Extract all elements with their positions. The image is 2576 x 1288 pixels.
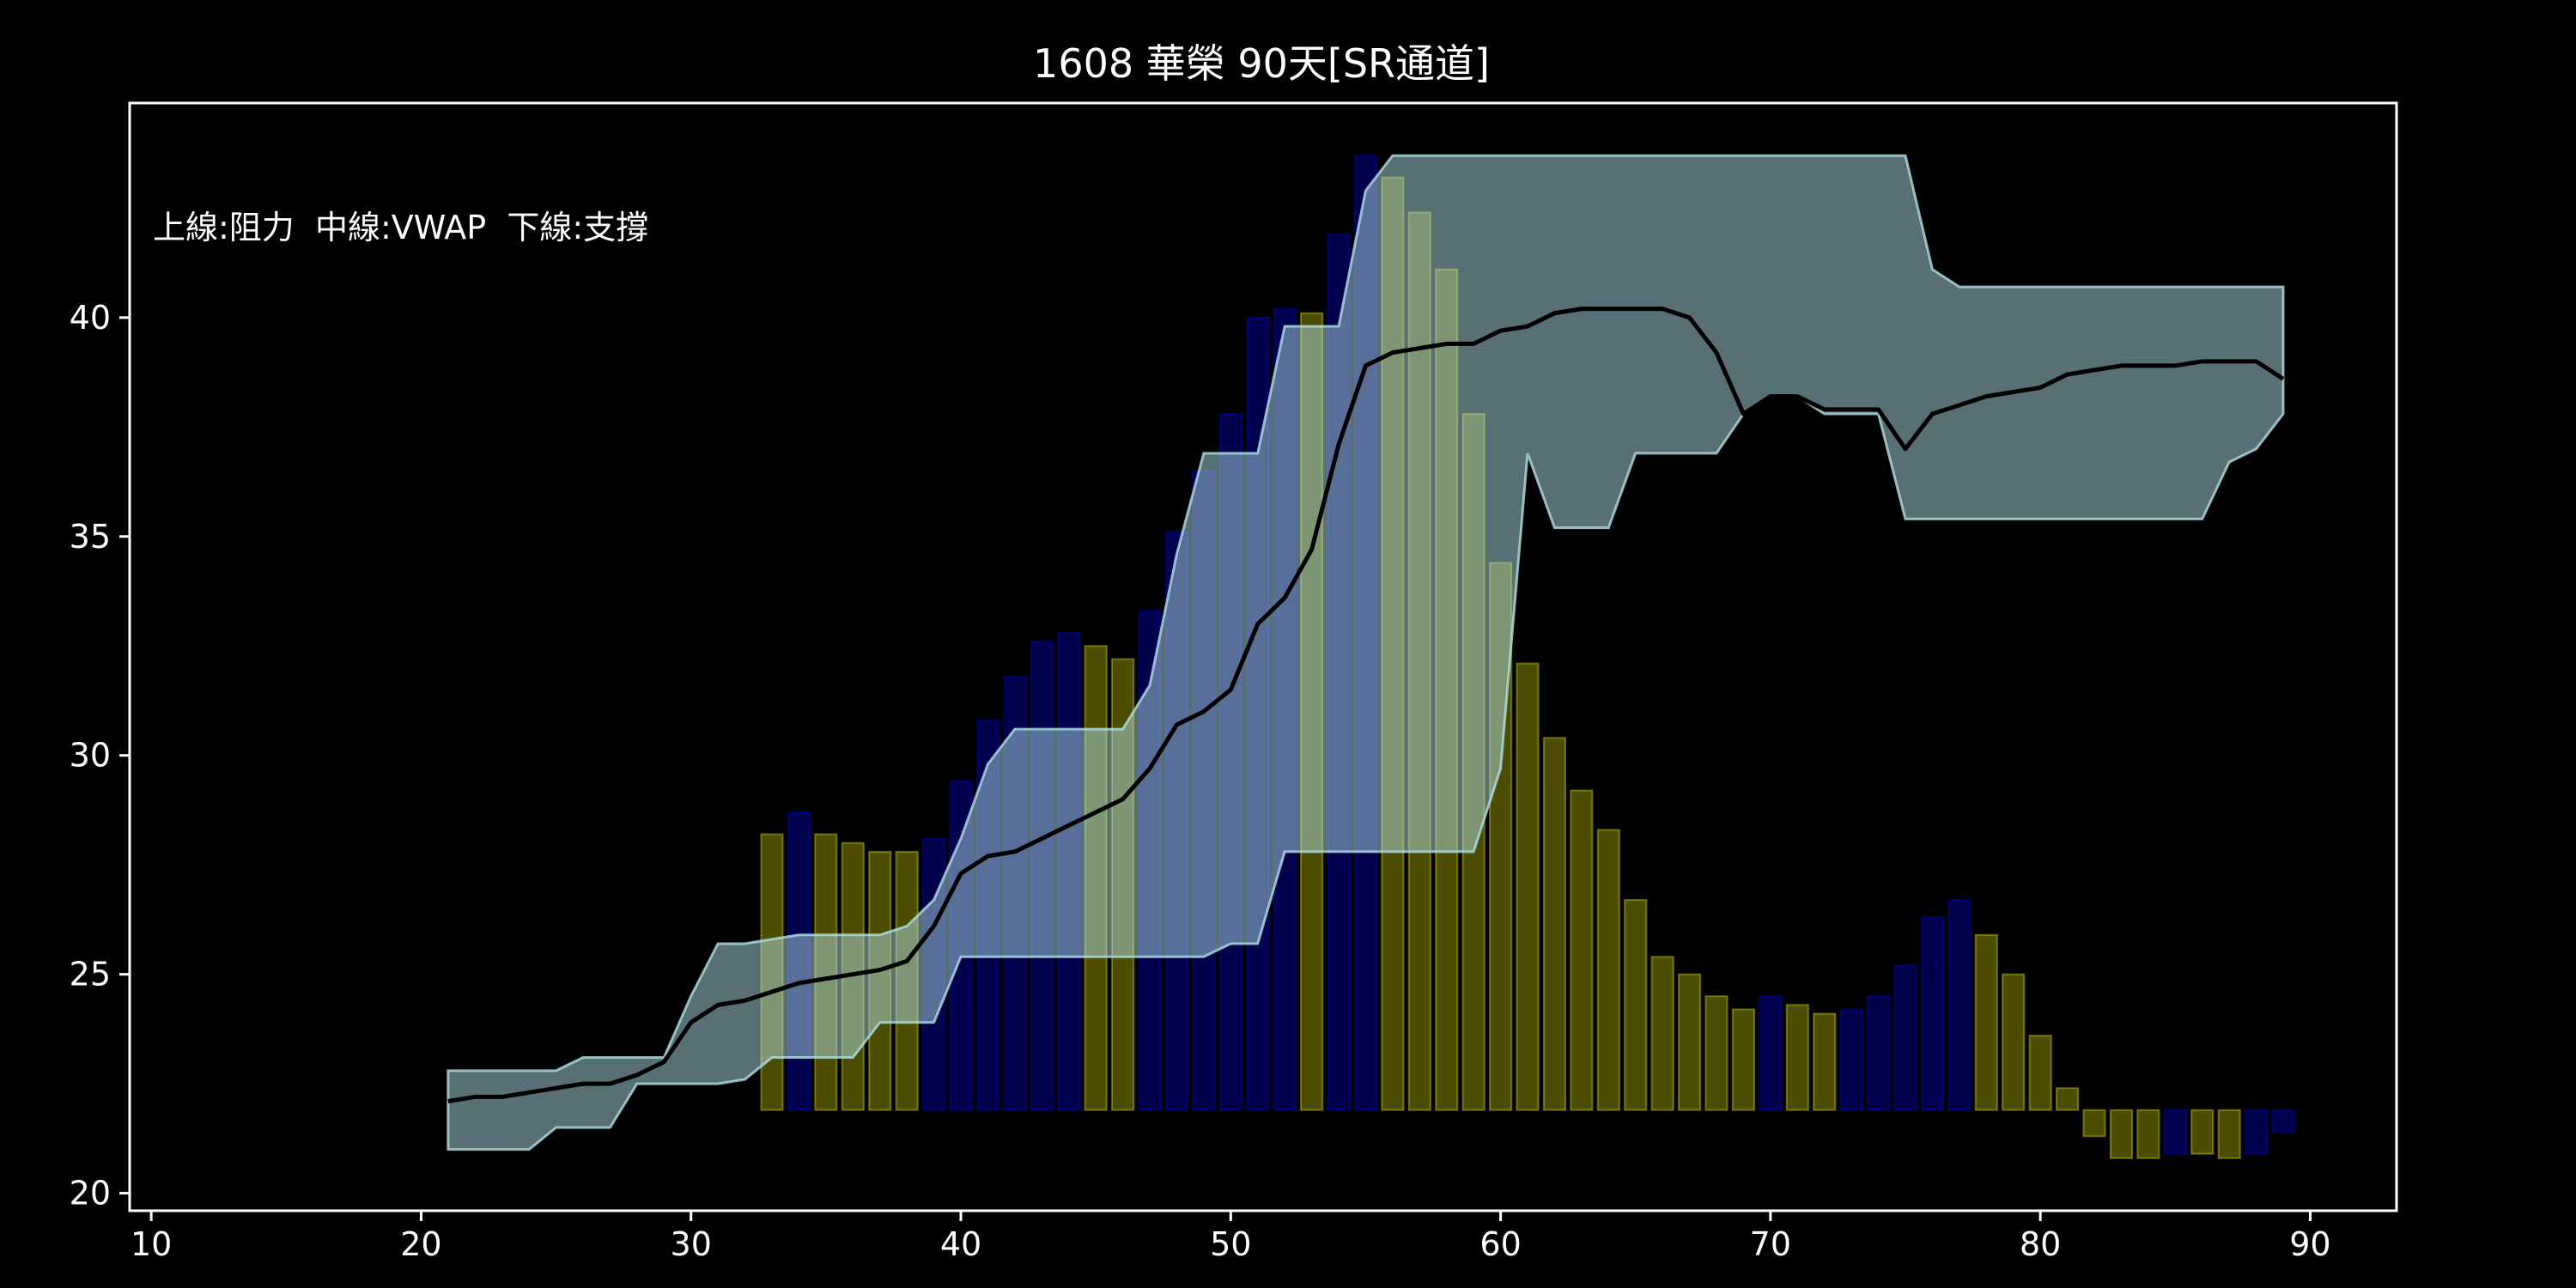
x-tick-label: 20 — [400, 1225, 441, 1263]
volume-bar-up — [1704, 995, 1728, 1111]
axes-frame — [128, 101, 2398, 1212]
volume-bar-down — [1920, 916, 1945, 1111]
volume-bar-up — [1570, 789, 1594, 1111]
volume-bar-down — [2271, 1109, 2295, 1133]
sr-band — [447, 154, 2285, 1151]
volume-bar-up — [1813, 1012, 1837, 1111]
volume-bar-up — [1974, 933, 1998, 1111]
volume-bar-up — [2028, 1035, 2052, 1111]
volume-bar-down — [2163, 1109, 2187, 1155]
x-tick-label: 30 — [671, 1225, 712, 1263]
volume-bar-up — [1624, 898, 1648, 1111]
y-axis: 20 25 30 35 40 — [70, 299, 130, 1212]
volume-bar-up — [1678, 973, 1702, 1111]
y-tick-label: 35 — [70, 518, 111, 556]
y-tick-label: 40 — [70, 299, 111, 337]
x-tick-label: 60 — [1479, 1225, 1521, 1263]
y-tick-label: 30 — [70, 737, 111, 775]
x-tick-label: 70 — [1750, 1225, 1791, 1263]
chart-title: 1608 華榮 90天[SR通道] — [1033, 40, 1490, 87]
volume-bar-up — [1650, 956, 1674, 1111]
legend-annotation: 上線:阻力 中線:VWAP 下線:支撐 — [153, 209, 648, 246]
volume-bar-up — [1516, 662, 1540, 1111]
x-tick-label: 40 — [940, 1225, 981, 1263]
x-axis: 10 20 30 40 50 60 70 80 90 — [131, 1211, 2331, 1263]
volume-bar-down — [1893, 964, 1917, 1111]
volume-bar-down — [1867, 995, 1891, 1111]
x-tick-label: 10 — [131, 1225, 172, 1263]
volume-bar-up — [1542, 737, 1566, 1111]
x-tick-label: 90 — [2289, 1225, 2330, 1263]
volume-bar-up — [2056, 1087, 2080, 1111]
volume-bar-up — [2190, 1109, 2215, 1155]
volume-bar-up — [1596, 829, 1620, 1111]
volume-bar-up — [1785, 1004, 1809, 1111]
volume-bar-down — [1839, 1008, 1863, 1111]
plot-area — [447, 154, 2295, 1159]
x-tick-label: 50 — [1210, 1225, 1251, 1263]
volume-bar-down — [1759, 995, 1783, 1111]
y-tick-label: 25 — [70, 956, 111, 993]
y-tick-label: 20 — [70, 1175, 111, 1212]
volume-bar-up — [2109, 1109, 2134, 1159]
volume-bar-up — [2082, 1109, 2106, 1138]
volume-bar-up — [1731, 1008, 1755, 1111]
volume-bar-down — [1947, 898, 1971, 1111]
volume-bar-up — [2217, 1109, 2241, 1159]
volume-bar-down — [2245, 1109, 2269, 1155]
volume-bar-up — [2136, 1109, 2160, 1159]
volume-bar-up — [2002, 973, 2026, 1111]
x-tick-label: 80 — [2020, 1225, 2061, 1263]
vwap-line — [447, 307, 2285, 1103]
